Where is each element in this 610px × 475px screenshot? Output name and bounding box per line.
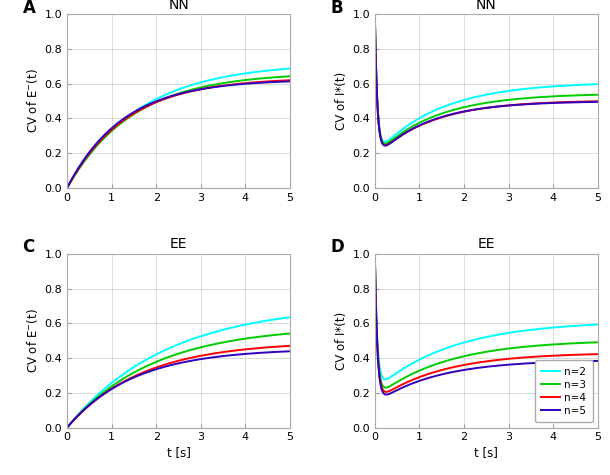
n=3 [547,342,554,348]
n=5 [587,358,595,364]
n=2 [547,325,554,331]
n=4 [588,352,595,357]
n=5 [382,392,390,398]
Title: NN: NN [168,0,189,12]
n=3 [587,340,595,345]
n=3 [479,350,487,355]
n=3 [594,340,601,345]
n=5 [479,364,487,370]
Line: n=4: n=4 [375,254,598,392]
n=5 [474,365,481,371]
Text: B: B [330,0,343,17]
n=4 [594,351,601,357]
n=5 [382,392,390,398]
X-axis label: t [s]: t [s] [167,446,190,459]
n=4 [587,352,595,357]
Line: n=3: n=3 [375,254,598,388]
n=5 [594,358,601,364]
n=2 [474,336,481,342]
n=3 [382,385,390,390]
n=2 [382,377,389,382]
n=5 [588,358,595,364]
Y-axis label: CV of I*(t): CV of I*(t) [335,312,348,370]
n=3 [588,340,595,345]
n=3 [382,385,389,390]
n=2 [594,322,601,327]
n=2 [479,335,487,341]
Y-axis label: CV of E$^{-}$(t): CV of E$^{-}$(t) [26,308,40,373]
X-axis label: t [s]: t [s] [475,446,498,459]
Y-axis label: CV of I*(t): CV of I*(t) [335,72,348,130]
n=2 [382,376,390,382]
Title: EE: EE [170,238,187,251]
n=2 [371,251,378,257]
Text: D: D [330,238,344,256]
n=4 [547,353,554,359]
n=2 [587,322,595,328]
n=4 [382,389,390,395]
Title: NN: NN [476,0,497,12]
n=4 [382,389,390,395]
n=5 [371,251,378,257]
Line: n=2: n=2 [375,254,598,380]
Y-axis label: CV of E$^{-}$(t): CV of E$^{-}$(t) [26,69,40,133]
Legend: n=2, n=3, n=4, n=5: n=2, n=3, n=4, n=5 [535,361,592,422]
n=5 [547,360,554,365]
n=3 [371,251,378,257]
n=3 [474,351,481,356]
n=4 [479,359,487,365]
n=2 [588,322,595,328]
n=4 [371,251,378,257]
Text: A: A [23,0,35,17]
n=4 [474,360,481,365]
Text: C: C [23,238,35,256]
Line: n=5: n=5 [375,254,598,395]
Title: EE: EE [478,238,495,251]
